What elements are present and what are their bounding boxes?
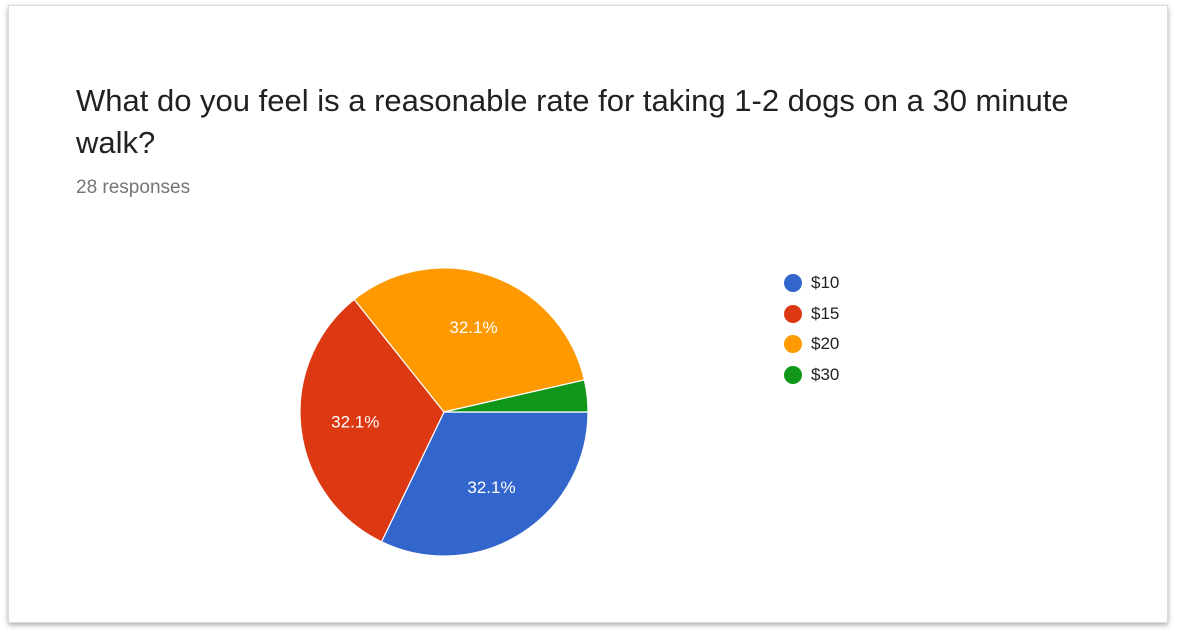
- legend-item: $15: [784, 299, 839, 330]
- pie-slice-label: 32.1%: [467, 478, 515, 497]
- legend-swatch-icon: [784, 335, 802, 354]
- legend-label: $10: [811, 273, 840, 293]
- pie-slice-label: 32.1%: [331, 412, 379, 431]
- pie-chart: 32.1% 32.1% 32.1%: [299, 267, 589, 557]
- pie-slice-30[interactable]: [443, 379, 589, 413]
- legend-label: $30: [811, 364, 840, 384]
- pie-slice-20[interactable]: [353, 267, 586, 413]
- legend-item: $20: [784, 329, 839, 360]
- pie-slice-10[interactable]: [380, 411, 589, 557]
- legend-item: $30: [784, 360, 839, 391]
- legend-item: $10: [784, 268, 839, 299]
- pie-slice-15[interactable]: [299, 298, 445, 543]
- response-count: 28 responses: [76, 177, 191, 198]
- question-title: What do you feel is a reasonable rate fo…: [76, 83, 1069, 160]
- legend-label: $20: [811, 334, 840, 354]
- chart-legend: $10 $15 $20 $30: [784, 268, 839, 390]
- legend-swatch-icon: [784, 304, 802, 323]
- chart-card: What do you feel is a reasonable rate fo…: [8, 5, 1168, 623]
- legend-swatch-icon: [784, 365, 802, 384]
- legend-label: $15: [811, 303, 840, 323]
- pie-slices: [299, 267, 589, 557]
- legend-swatch-icon: [784, 274, 802, 293]
- pie-slice-labels: 32.1% 32.1% 32.1%: [331, 318, 515, 497]
- pie-slice-label: 32.1%: [449, 318, 497, 337]
